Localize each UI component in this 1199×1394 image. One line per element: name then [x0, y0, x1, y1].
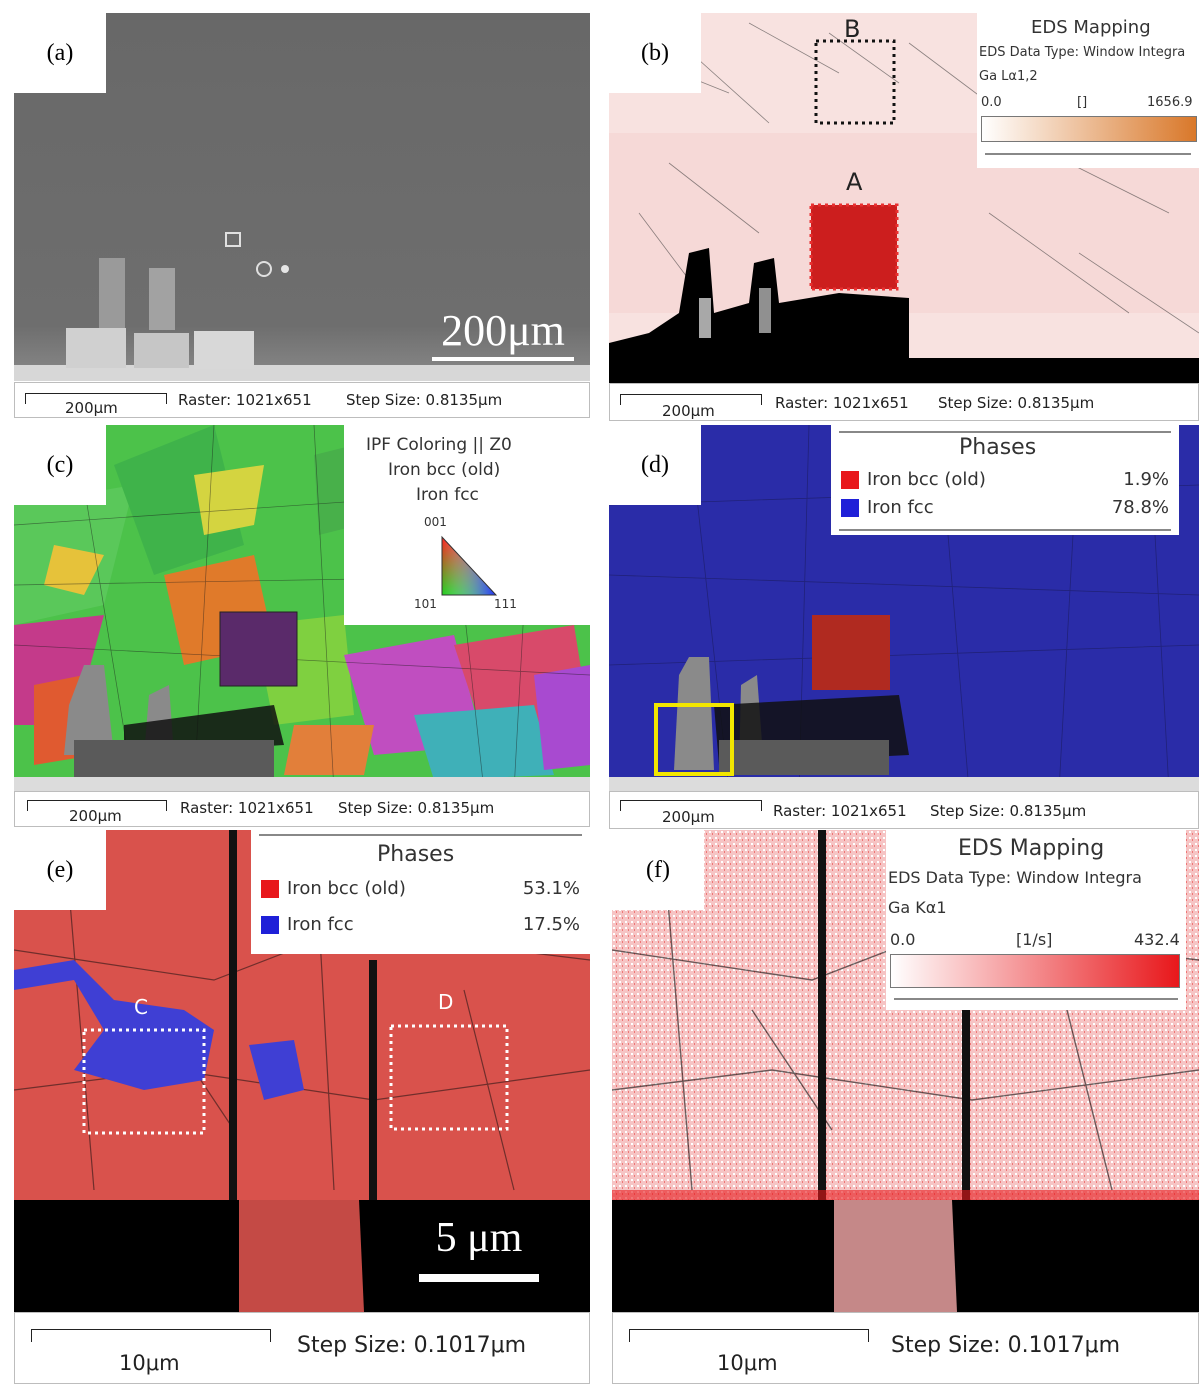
panel-c: (c) IPF Coloring || Z0 Iron bcc (old) Ir…: [14, 425, 590, 827]
legend-min: 0.0: [981, 95, 1002, 110]
legend-title: EDS Mapping: [958, 836, 1105, 861]
panel-f: (f) EDS Mapping EDS Data Type: Window In…: [612, 830, 1199, 1386]
legend-title: EDS Mapping: [1031, 17, 1151, 38]
scale-bar-label: 200μm: [441, 306, 565, 355]
legend-unit: [1/s]: [1016, 930, 1053, 949]
footer-scale: 200μm: [65, 399, 118, 417]
scale-bar-bracket: [27, 800, 167, 811]
panel-a: (a) 200μm 200μm Raster: 1021x651 Step Si…: [14, 13, 590, 419]
region-label-c: C: [134, 995, 148, 1019]
fcc-swatch: [841, 499, 859, 517]
footer-scale: 200μm: [662, 808, 715, 826]
legend-title: Phases: [959, 435, 1037, 460]
footer-scale: 200μm: [69, 807, 122, 825]
legend-phase1: Iron bcc (old): [867, 469, 986, 490]
panel-d: (d) Phases Iron bcc (old) 1.9% Iron fcc …: [609, 425, 1199, 829]
bcc-swatch: [261, 880, 279, 898]
region-label-a: A: [846, 168, 863, 196]
legend-phase2: Iron fcc: [287, 914, 354, 935]
footer-step: Step Size: 0.8135μm: [346, 391, 503, 409]
footer-raster: Raster: 1021x651: [178, 391, 312, 409]
panel-label: (d): [609, 425, 701, 505]
footer-step: Step Size: 0.1017μm: [297, 1333, 527, 1358]
footer-step: Step Size: 0.8135μm: [930, 802, 1087, 820]
legend-element: Ga Lα1,2: [979, 69, 1038, 84]
panel-e: (e) C D Phases Iron bcc (old) 53.1% Iron…: [14, 830, 590, 1386]
sem-image: [14, 13, 590, 381]
legend-max: 1656.9: [1147, 95, 1193, 110]
phase-legend: Phases Iron bcc (old) 53.1% Iron fcc 17.…: [251, 830, 590, 954]
legend-max: 432.4: [1134, 930, 1180, 949]
panel-label: (f): [612, 830, 704, 910]
scale-bar-bracket: [629, 1329, 869, 1342]
legend-datatype: EDS Data Type: Window Integra: [979, 45, 1186, 60]
ipf-key-001: 001: [424, 515, 447, 529]
legend-pct1: 1.9%: [1123, 469, 1169, 490]
ipf-legend: IPF Coloring || Z0 Iron bcc (old) Iron f…: [344, 425, 590, 625]
legend-unit: []: [1077, 95, 1088, 110]
bcc-swatch: [841, 471, 859, 489]
ipf-key-101: 101: [414, 597, 437, 611]
panel-label: (a): [14, 13, 106, 93]
panel-footer: 10μm Step Size: 0.1017μm: [14, 1312, 590, 1384]
footer-step: Step Size: 0.8135μm: [938, 394, 1095, 412]
scale-bar-bracket: [620, 800, 762, 811]
eds-legend: EDS Mapping EDS Data Type: Window Integr…: [977, 13, 1199, 168]
footer-raster: Raster: 1021x651: [180, 799, 314, 817]
legend-colorbar: [890, 954, 1180, 988]
ipf-key-111: 111: [494, 597, 517, 611]
scale-bar: 5 μm: [414, 1215, 544, 1261]
legend-title: Phases: [377, 842, 455, 867]
legend-colorbar: [981, 116, 1197, 142]
panel-b: (b) B A EDS Mapping EDS Data Type: Windo…: [609, 13, 1199, 421]
legend-element: Ga Kα1: [888, 898, 947, 917]
region-label-b: B: [844, 15, 861, 43]
footer-step: Step Size: 0.1017μm: [891, 1333, 1121, 1358]
footer-scale: 10μm: [717, 1351, 778, 1375]
legend-phase2: Iron fcc: [867, 497, 934, 518]
legend-pct2: 78.8%: [1111, 497, 1169, 518]
panel-label: (c): [14, 425, 106, 505]
panel-footer: 10μm Step Size: 0.1017μm: [612, 1312, 1199, 1384]
legend-line1: IPF Coloring || Z0: [366, 435, 512, 455]
panel-footer: 200μm Raster: 1021x651 Step Size: 0.8135…: [14, 382, 590, 418]
legend-line3: Iron fcc: [416, 485, 479, 505]
legend-min: 0.0: [890, 930, 916, 949]
footer-scale: 10μm: [119, 1351, 180, 1375]
scale-bar: 200μm: [430, 309, 576, 353]
sem-image-graphic: [14, 13, 590, 381]
panel-footer: 200μm Raster: 1021x651 Step Size: 0.8135…: [609, 791, 1199, 829]
legend-phase1: Iron bcc (old): [287, 878, 406, 899]
fcc-swatch: [261, 916, 279, 934]
legend-datatype: EDS Data Type: Window Integra: [888, 868, 1142, 887]
region-label-d: D: [438, 990, 454, 1014]
scale-bar-bracket: [31, 1329, 271, 1342]
panel-label: (e): [14, 830, 106, 910]
eds-legend: EDS Mapping EDS Data Type: Window Integr…: [886, 830, 1186, 1010]
footer-scale: 200μm: [662, 402, 715, 420]
scale-bar-label: 5 μm: [435, 1215, 523, 1261]
footer-raster: Raster: 1021x651: [775, 394, 909, 412]
footer-raster: Raster: 1021x651: [773, 802, 907, 820]
footer-step: Step Size: 0.8135μm: [338, 799, 495, 817]
legend-pct2: 17.5%: [522, 914, 580, 935]
panel-footer: 200μm Raster: 1021x651 Step Size: 0.8135…: [14, 791, 590, 827]
ipf-color-triangle: [441, 535, 498, 596]
panel-label: (b): [609, 13, 701, 93]
legend-line2: Iron bcc (old): [388, 460, 501, 480]
scale-bar-bracket: [620, 394, 762, 405]
phase-legend: Phases Iron bcc (old) 1.9% Iron fcc 78.8…: [831, 425, 1179, 535]
panel-footer: 200μm Raster: 1021x651 Step Size: 0.8135…: [609, 383, 1199, 421]
legend-pct1: 53.1%: [522, 878, 580, 899]
scale-bar-bracket: [25, 393, 167, 404]
